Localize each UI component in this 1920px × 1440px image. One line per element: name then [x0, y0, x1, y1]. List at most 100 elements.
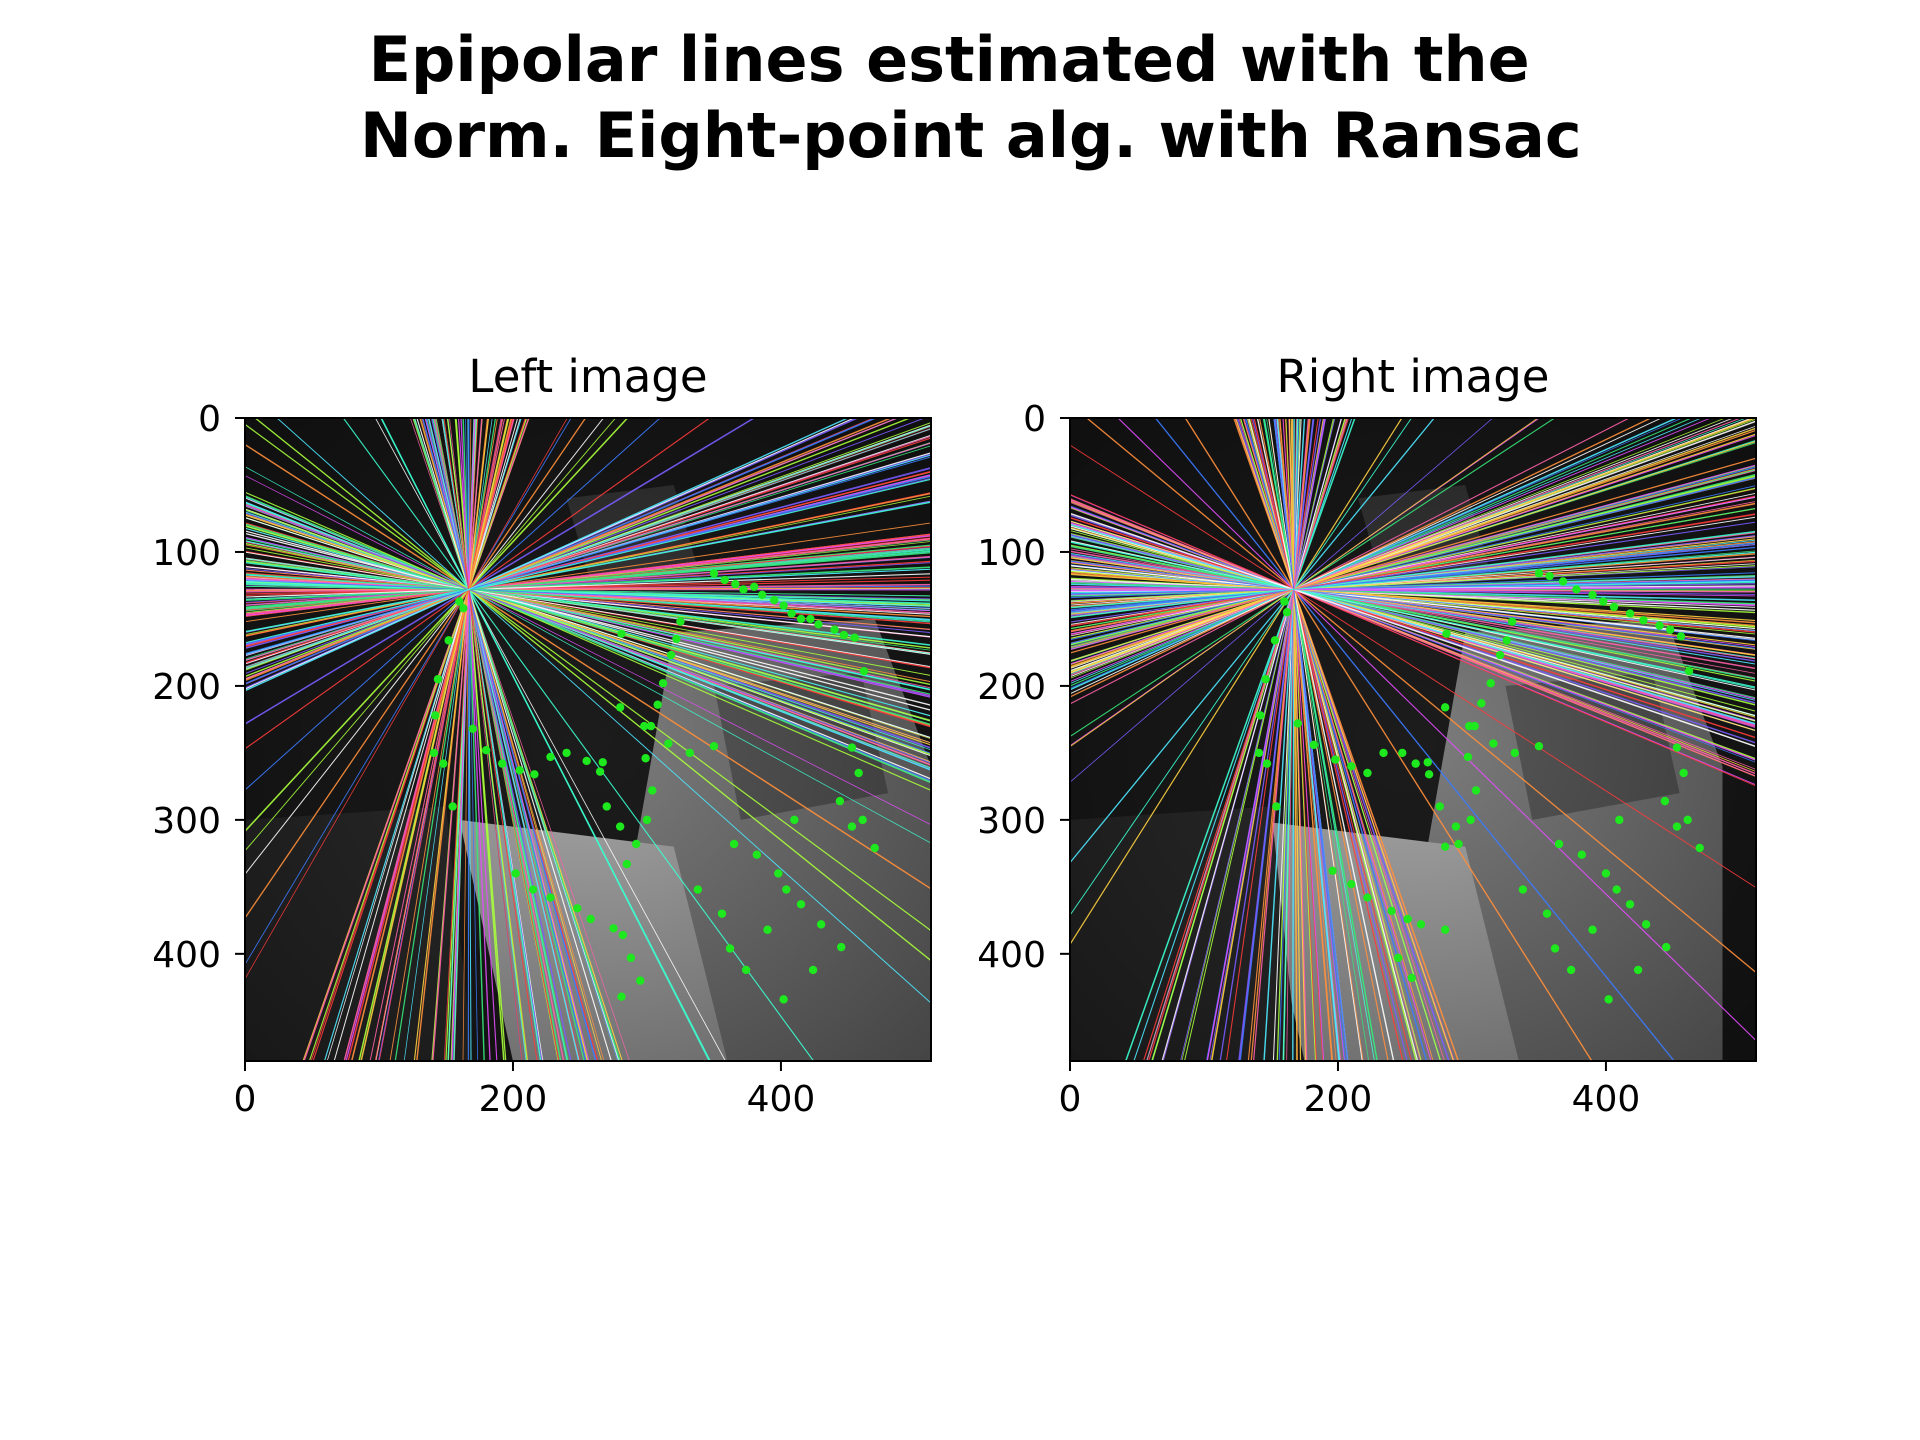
correspondence-point [814, 620, 823, 629]
epipolar-line [1274, 418, 1346, 1061]
correspondence-point [511, 869, 520, 878]
correspondence-point [1655, 621, 1664, 630]
correspondence-point [459, 604, 468, 613]
epipolar-line [245, 418, 661, 791]
epipolar-line [1070, 505, 1756, 763]
epipolar-line [416, 418, 612, 1061]
epipolar-line [1070, 418, 1726, 679]
axes-frame [244, 417, 932, 1062]
epipolar-line [245, 530, 931, 711]
epipolar-line [245, 513, 931, 746]
correspondence-point [1662, 942, 1671, 952]
epipolar-line [245, 551, 931, 668]
correspondence-point [1558, 577, 1568, 586]
epipolar-line [1070, 522, 1756, 729]
epipolar-line [245, 566, 931, 602]
y-tick-label: 100 [152, 533, 221, 574]
correspondence-point [808, 965, 818, 975]
epipolar-line [1184, 418, 1334, 1061]
correspondence-point [1550, 944, 1560, 953]
epipolar-line [245, 504, 931, 764]
image-area [245, 418, 931, 1061]
epipolar-line [1258, 418, 1389, 1061]
epipolar-line [303, 418, 530, 1061]
epipolar-line [1070, 565, 1756, 602]
epipolar-line [245, 542, 931, 686]
correspondence-point [1440, 703, 1450, 712]
epipolar-line [245, 418, 892, 682]
epipolar-line [1070, 555, 1756, 660]
epipolar-line [1070, 498, 1756, 777]
epipolar-line [451, 418, 476, 1061]
correspondence-point [787, 609, 796, 618]
epipolar-line [389, 418, 498, 1061]
correspondence-point [1601, 869, 1611, 878]
epipolar-line [245, 532, 931, 706]
correspondence-point [1566, 965, 1576, 975]
epipolar-line [1070, 559, 1756, 604]
correspondence-point [1495, 650, 1505, 660]
epipolar-line [1070, 548, 1756, 674]
correspondence-point [774, 869, 783, 878]
correspondence-point [666, 650, 676, 660]
correspondence-point [1328, 866, 1337, 875]
correspondence-point [573, 904, 582, 913]
epipolar-line [380, 418, 711, 1061]
correspondence-point [779, 601, 788, 610]
epipolar-line [245, 559, 931, 651]
epipolar-line [1070, 418, 1756, 674]
epipolar-line [1070, 420, 1756, 672]
correspondence-point [1641, 920, 1651, 929]
correspondence-point [646, 721, 656, 731]
correspondence-point [1639, 616, 1648, 625]
epipolar-line [254, 418, 931, 962]
epipolar-line [1070, 556, 1756, 656]
correspondence-point [1424, 770, 1434, 779]
correspondence-point [1489, 739, 1498, 748]
epipolar-line [1070, 578, 1756, 611]
epipolar-line [245, 579, 931, 595]
correspondence-point [1282, 608, 1292, 617]
y-tick-label: 300 [977, 801, 1046, 842]
y-tick-label: 400 [152, 935, 221, 976]
correspondence-point [664, 739, 673, 748]
correspondence-point [481, 746, 491, 755]
epipolar-line [467, 418, 470, 1061]
epipolar-line [1070, 487, 1756, 640]
y-tick-label: 0 [198, 399, 221, 440]
correspondence-point [562, 748, 571, 758]
correspondence-point [725, 944, 735, 953]
epipolar-line [413, 418, 490, 1061]
epipolar-line [1266, 418, 1370, 1061]
correspondence-point [658, 679, 668, 688]
epipolar-line [276, 418, 931, 1004]
epipolar-line [245, 576, 931, 596]
correspondence-point [693, 885, 703, 894]
axes-frame [1069, 417, 1757, 1062]
epipolar-line [1070, 418, 1711, 682]
epipolar-line [1070, 474, 1756, 646]
correspondence-point [1454, 839, 1463, 849]
epipolar-line [245, 538, 931, 695]
correspondence-point [1588, 925, 1597, 934]
epipolar-line [1070, 464, 1756, 651]
epipolar-line [1070, 418, 1555, 738]
epipolar-line [245, 475, 931, 645]
correspondence-point [1261, 675, 1270, 684]
epipolar-line [1070, 476, 1756, 645]
epipolar-line [245, 522, 931, 623]
correspondence-point [1423, 758, 1432, 767]
epipolar-line [1276, 418, 1341, 1061]
epipolar-line [245, 508, 931, 756]
subplot-left: Left image 0 200 400 0 100 200 300 400 [152, 350, 932, 1120]
epipolar-line [245, 495, 931, 636]
correspondence-point [729, 839, 739, 849]
epipolar-line [1292, 418, 1295, 1061]
correspondence-point [1442, 629, 1451, 638]
correspondence-point [1604, 995, 1613, 1004]
y-tick-label: 0 [1023, 399, 1046, 440]
epipolar-line [1070, 499, 1756, 775]
correspondence-point [1684, 666, 1694, 676]
epipolar-line [462, 418, 485, 1061]
x-tick-label: 200 [479, 1079, 548, 1120]
